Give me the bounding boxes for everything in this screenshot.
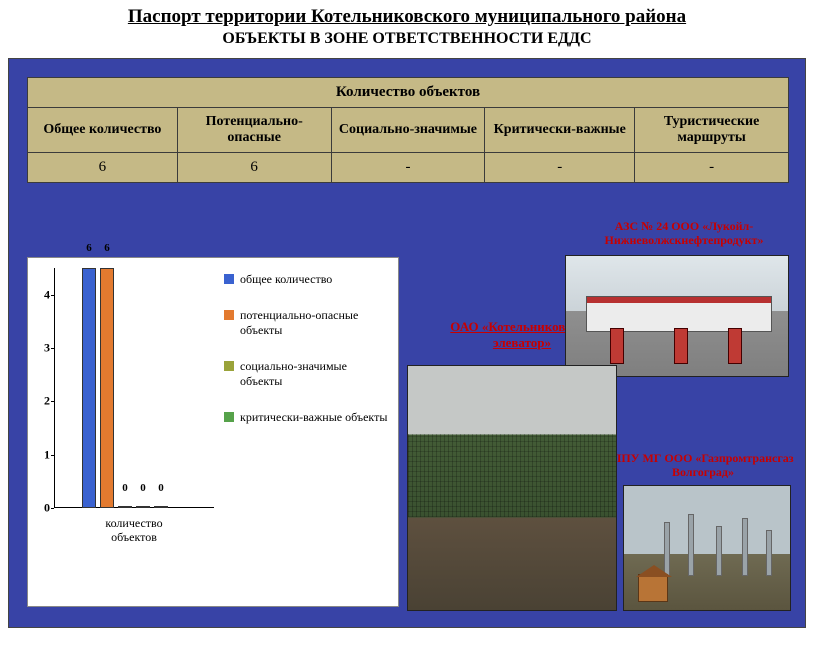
chart-x-label-line: объектов [111, 530, 157, 544]
chart-bar-label: 0 [154, 482, 168, 494]
table-col-1: Социально-значимые [331, 108, 485, 153]
table-row-label: Общее количество [28, 108, 178, 153]
chart-bar [118, 506, 132, 508]
chart-bar-label: 6 [100, 242, 114, 254]
main-title: Паспорт территории Котельниковского муни… [0, 6, 814, 28]
chart-plot-area: 0123466000 [54, 268, 214, 508]
legend-label: социально-значимые объекты [240, 359, 392, 388]
chart-bar-label: 0 [118, 482, 132, 494]
table-row: 6 6 - - - [28, 153, 789, 183]
chart-bar [100, 268, 114, 508]
table-col-3: Туристические маршруты [635, 108, 789, 153]
table-col-2: Критически-важные [485, 108, 635, 153]
photo-fuel-station [565, 255, 789, 377]
objects-table: Количество объектов Общее количество Пот… [27, 77, 789, 183]
photo-gas-plant [623, 485, 791, 611]
chart-x-label-line: количество [105, 516, 162, 530]
table-cell: - [331, 153, 485, 183]
table-top-header: Количество объектов [28, 78, 789, 108]
objects-bar-chart: 0123466000 количество объектов общее кол… [27, 257, 399, 607]
y-tick-label: 2 [36, 394, 50, 409]
legend-label: критически-важные объекты [240, 410, 387, 424]
chart-bar [136, 506, 150, 508]
chart-legend: общее количество потенциально-опасные объ… [224, 272, 392, 446]
table-cell: 6 [28, 153, 178, 183]
chart-bar-label: 0 [136, 482, 150, 494]
legend-swatch [224, 310, 234, 320]
chart-bar [82, 268, 96, 508]
header: Паспорт территории Котельниковского муни… [0, 0, 814, 52]
slide-body: Количество объектов Общее количество Пот… [8, 58, 806, 628]
chart-x-label: количество объектов [54, 516, 214, 545]
y-tick-label: 1 [36, 447, 50, 462]
legend-label: общее количество [240, 272, 332, 286]
y-tick-label: 4 [36, 287, 50, 302]
y-tick-label: 0 [36, 501, 50, 516]
y-tick-label: 3 [36, 341, 50, 356]
legend-item: потенциально-опасные объекты [224, 308, 392, 337]
legend-swatch [224, 361, 234, 371]
photo-elevator [407, 365, 617, 611]
legend-swatch [224, 274, 234, 284]
table-col-0: Потенциально-опасные [177, 108, 331, 153]
chart-bar-label: 6 [82, 242, 96, 254]
table-cell: - [635, 153, 789, 183]
table-cell: 6 [177, 153, 331, 183]
legend-item: общее количество [224, 272, 392, 286]
subtitle: ОБЪЕКТЫ В ЗОНЕ ОТВЕТСТВЕННОСТИ ЕДДС [0, 30, 814, 48]
legend-swatch [224, 412, 234, 422]
legend-label: потенциально-опасные объекты [240, 308, 392, 337]
x-axis [54, 507, 214, 508]
chart-bar [154, 506, 168, 508]
caption-fuel-station: АЗС № 24 ООО «Лукойл-Нижневолжскнефтепро… [569, 219, 799, 248]
y-axis [54, 268, 55, 508]
caption-gas-plant: ЛПУ МГ ООО «Газпромтрансгаз Волгоград» [603, 451, 803, 480]
legend-item: критически-важные объекты [224, 410, 392, 424]
table-cell: - [485, 153, 635, 183]
legend-item: социально-значимые объекты [224, 359, 392, 388]
